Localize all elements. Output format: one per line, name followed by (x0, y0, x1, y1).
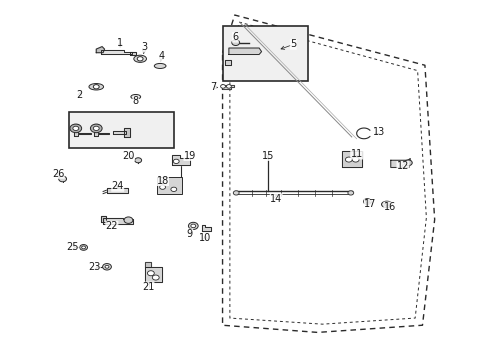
Text: 22: 22 (105, 221, 118, 231)
Ellipse shape (89, 84, 103, 90)
Bar (157, 177, 182, 194)
Text: 8: 8 (132, 96, 139, 106)
Text: 9: 9 (186, 229, 193, 239)
Circle shape (188, 222, 198, 229)
Text: 25: 25 (66, 242, 79, 252)
Circle shape (404, 160, 411, 166)
Ellipse shape (381, 201, 391, 208)
Bar (222, 26, 307, 81)
Polygon shape (130, 51, 136, 55)
Ellipse shape (131, 94, 141, 99)
Text: 18: 18 (156, 176, 168, 186)
Circle shape (102, 264, 111, 270)
Circle shape (384, 203, 388, 206)
Polygon shape (224, 60, 230, 65)
Text: 24: 24 (111, 181, 123, 192)
Circle shape (226, 85, 231, 88)
Text: 5: 5 (289, 40, 296, 49)
Text: 23: 23 (88, 262, 101, 272)
Ellipse shape (134, 55, 146, 62)
Circle shape (93, 126, 99, 131)
Circle shape (147, 271, 154, 276)
Polygon shape (74, 125, 91, 136)
Circle shape (345, 157, 351, 162)
Circle shape (137, 57, 143, 61)
Text: 2: 2 (77, 90, 82, 100)
Circle shape (347, 191, 353, 195)
Ellipse shape (154, 63, 165, 68)
Text: 17: 17 (364, 199, 376, 210)
Circle shape (124, 217, 133, 224)
Circle shape (152, 275, 159, 280)
Text: 10: 10 (199, 233, 211, 243)
Circle shape (80, 244, 87, 250)
Circle shape (73, 126, 79, 131)
Circle shape (70, 124, 81, 133)
Circle shape (135, 158, 142, 163)
Circle shape (363, 199, 370, 204)
Circle shape (220, 85, 225, 88)
Circle shape (365, 200, 368, 203)
Polygon shape (103, 218, 133, 224)
Text: 12: 12 (396, 161, 408, 171)
Text: 15: 15 (261, 150, 274, 161)
Circle shape (170, 187, 176, 192)
Polygon shape (201, 225, 211, 231)
Circle shape (231, 40, 239, 45)
Polygon shape (94, 125, 109, 136)
Circle shape (173, 159, 179, 163)
Polygon shape (101, 216, 106, 222)
Text: 21: 21 (142, 282, 154, 292)
Polygon shape (107, 188, 128, 193)
Text: 20: 20 (122, 150, 134, 161)
Text: 16: 16 (383, 202, 395, 212)
Circle shape (351, 157, 358, 162)
Circle shape (81, 246, 85, 249)
Polygon shape (101, 50, 132, 54)
Polygon shape (113, 131, 126, 134)
Polygon shape (144, 262, 151, 267)
Text: 6: 6 (232, 32, 238, 42)
Text: 11: 11 (350, 149, 362, 159)
Polygon shape (341, 151, 361, 167)
Text: 1: 1 (117, 38, 123, 48)
Circle shape (90, 124, 102, 133)
Text: 13: 13 (372, 127, 384, 136)
Polygon shape (228, 48, 261, 54)
Polygon shape (123, 128, 130, 137)
Circle shape (59, 176, 66, 182)
Polygon shape (221, 85, 233, 89)
Text: 3: 3 (141, 42, 147, 52)
Circle shape (233, 191, 239, 195)
Text: 26: 26 (52, 168, 64, 179)
Bar (69, 112, 173, 148)
Circle shape (190, 224, 195, 228)
Circle shape (159, 185, 165, 189)
Text: 4: 4 (158, 51, 164, 61)
Polygon shape (172, 155, 189, 165)
Text: 14: 14 (269, 194, 282, 204)
Circle shape (105, 265, 109, 268)
Text: 7: 7 (210, 82, 216, 93)
Circle shape (93, 85, 99, 89)
Text: 19: 19 (183, 150, 196, 161)
Polygon shape (96, 46, 104, 53)
Polygon shape (144, 267, 161, 282)
Polygon shape (390, 158, 409, 167)
